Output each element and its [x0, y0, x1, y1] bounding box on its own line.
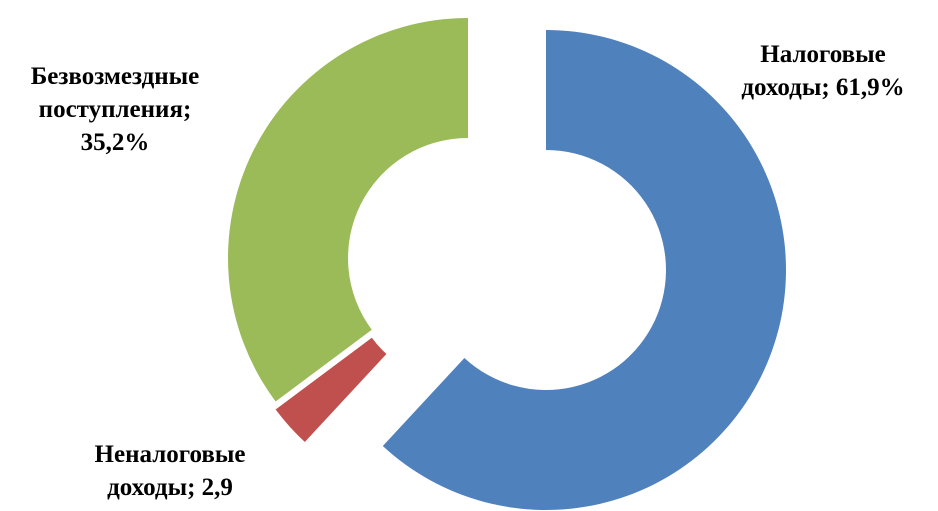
label-nontax-revenue: Неналоговые доходы; 2,9: [94, 441, 246, 501]
label-tax-revenue: Налоговые доходы; 61,9%: [741, 41, 905, 101]
slice-tax-revenue: [382, 30, 786, 510]
slice-nontax-revenue: [275, 337, 387, 442]
label-gratuitous-receipts: Безвозмездные поступления; 35,2%: [30, 63, 200, 156]
slice-gratuitous-receipts: [227, 18, 468, 402]
